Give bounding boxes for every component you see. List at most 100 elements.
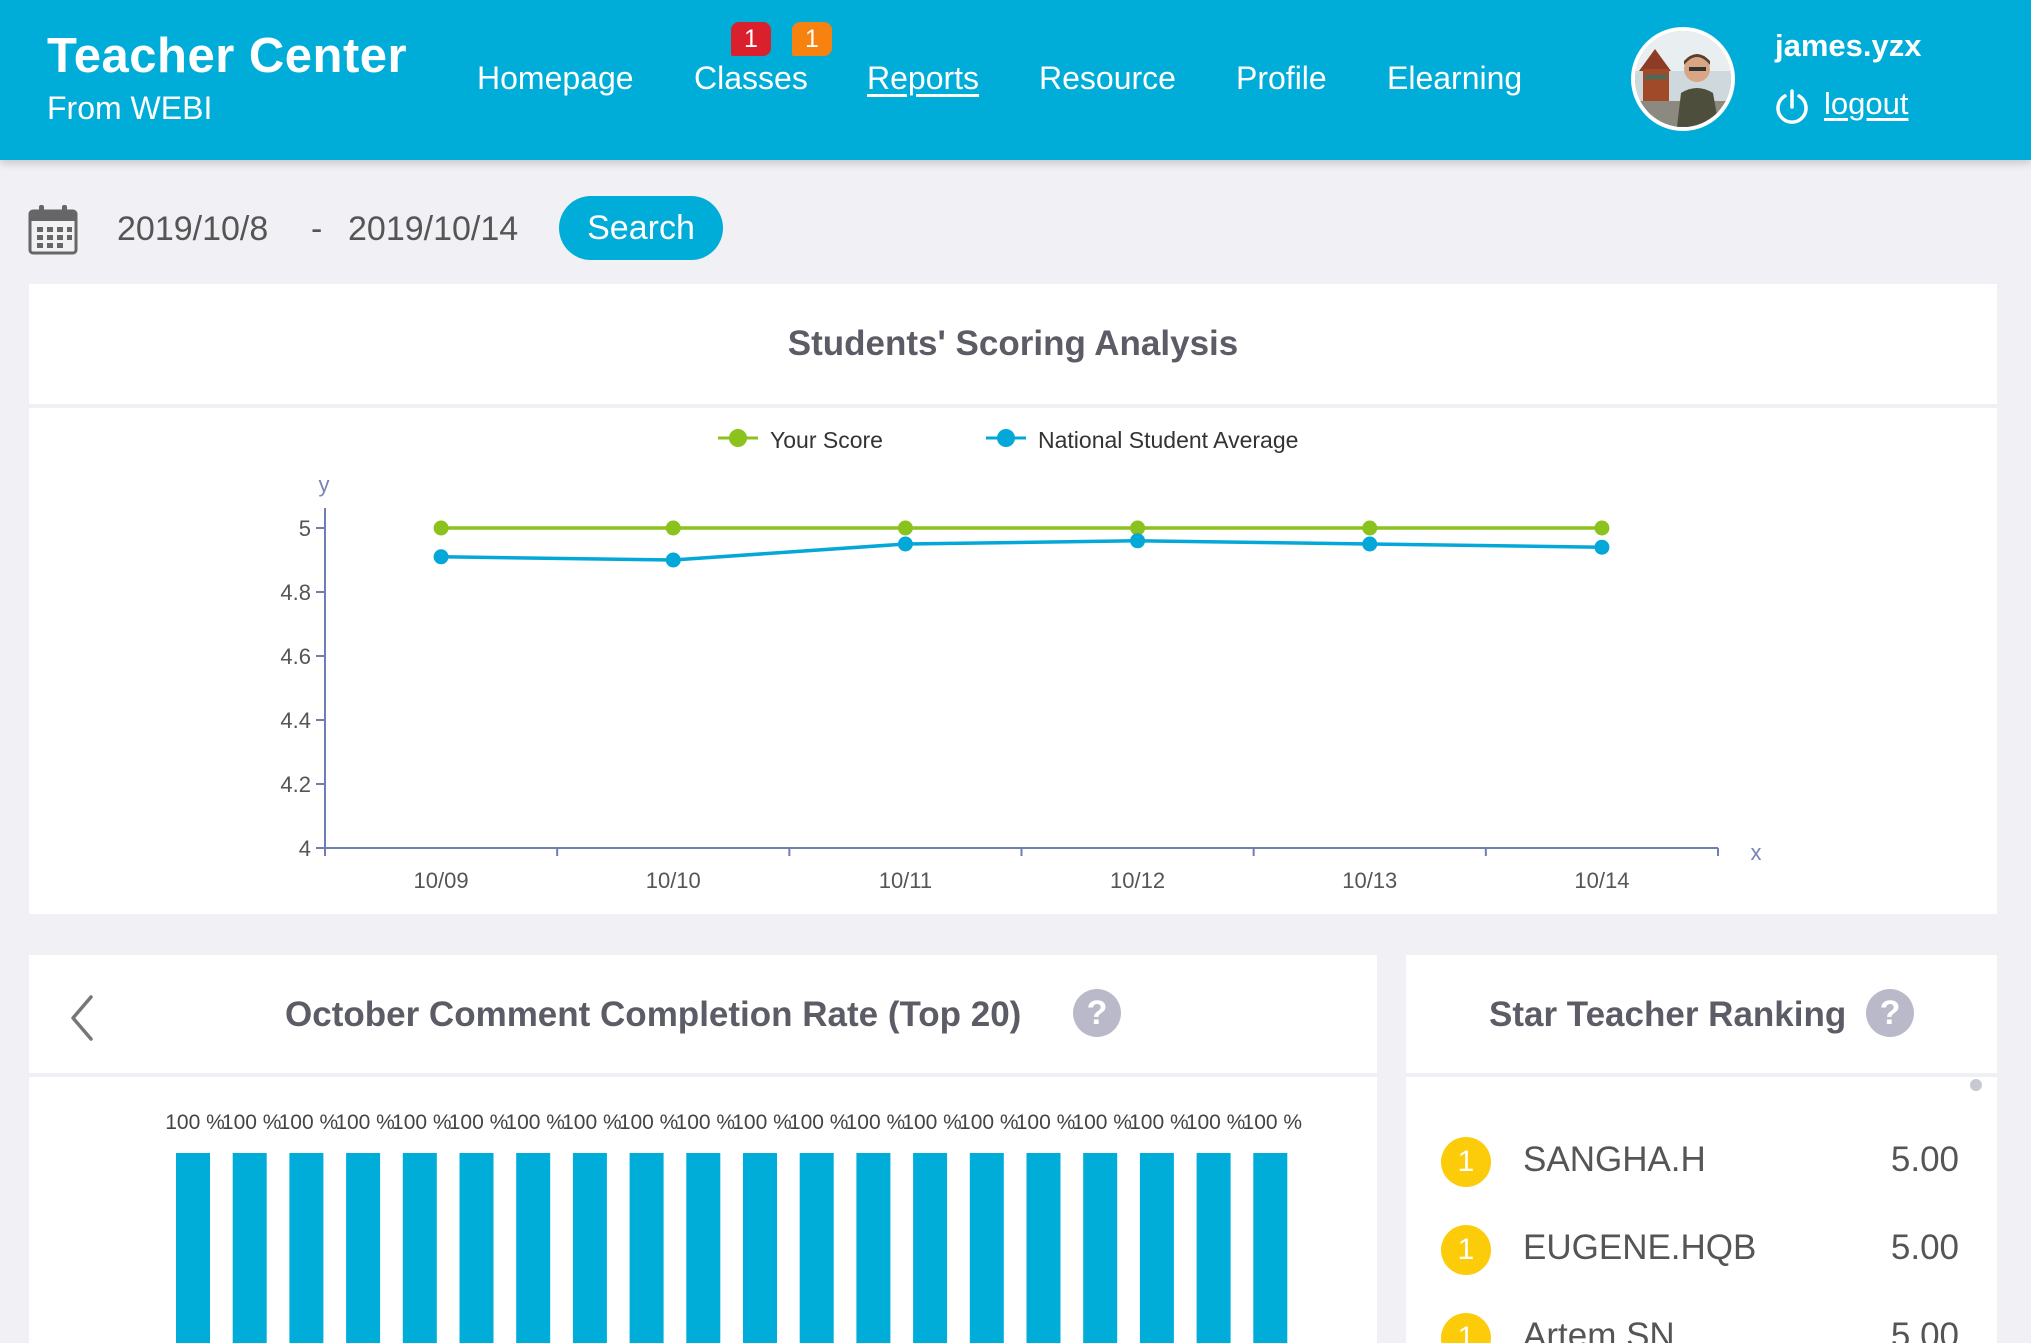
avatar-photo-icon bbox=[1635, 31, 1731, 127]
y-tick-label: 4.6 bbox=[280, 644, 311, 669]
calendar-icon[interactable] bbox=[28, 203, 78, 255]
legend-item[interactable]: Your Score bbox=[718, 427, 883, 453]
completion-bar[interactable] bbox=[402, 1153, 437, 1343]
data-point[interactable] bbox=[433, 520, 449, 536]
bar-value-label: 100 % bbox=[1243, 1111, 1303, 1134]
legend-marker bbox=[729, 429, 747, 447]
y-axis-label: y bbox=[319, 472, 330, 497]
brand-subtitle: From WEBI bbox=[47, 90, 213, 126]
bar-value-label: 100 % bbox=[335, 1111, 395, 1134]
bar-value-label: 100 % bbox=[676, 1111, 736, 1134]
x-tick-label: 10/12 bbox=[1110, 868, 1165, 893]
completion-bar-chart: 100 %100 %100 %100 %100 %100 %100 %100 %… bbox=[165, 1111, 1303, 1343]
completion-bar[interactable] bbox=[1253, 1153, 1288, 1343]
completion-bar[interactable] bbox=[743, 1153, 777, 1343]
rank-badge: 1 bbox=[1441, 1225, 1491, 1275]
bar-value-label: 100 % bbox=[392, 1111, 452, 1134]
search-button[interactable]: Search bbox=[559, 196, 723, 260]
power-icon[interactable] bbox=[1773, 88, 1811, 126]
data-point[interactable] bbox=[1130, 520, 1146, 536]
completion-bar[interactable] bbox=[629, 1153, 664, 1343]
rank-badge: 1 bbox=[1441, 1137, 1491, 1187]
x-tick-label: 10/14 bbox=[1574, 868, 1629, 893]
logout-link[interactable]: logout bbox=[1824, 86, 1909, 121]
classes-badge-red: 1 bbox=[731, 22, 771, 56]
card-divider bbox=[1406, 1073, 1997, 1077]
completion-bar[interactable] bbox=[1196, 1153, 1231, 1343]
x-axis-label: x bbox=[1751, 840, 1762, 865]
data-point[interactable] bbox=[1362, 536, 1378, 552]
completion-bar[interactable] bbox=[1083, 1153, 1118, 1343]
data-point[interactable] bbox=[1130, 533, 1146, 549]
scrollbar-indicator[interactable] bbox=[1970, 1079, 1982, 1091]
completion-bar[interactable] bbox=[1139, 1153, 1174, 1343]
bar-value-label: 100 % bbox=[222, 1111, 282, 1134]
completion-bar[interactable] bbox=[1026, 1153, 1061, 1343]
completion-bar[interactable] bbox=[289, 1153, 324, 1343]
data-point[interactable] bbox=[1594, 520, 1610, 536]
completion-bar[interactable] bbox=[516, 1153, 551, 1343]
x-tick-label: 10/10 bbox=[646, 868, 701, 893]
nav-resource[interactable]: Resource bbox=[1039, 60, 1176, 96]
nav-classes[interactable]: Classes bbox=[694, 60, 808, 96]
data-point[interactable] bbox=[1594, 539, 1610, 555]
bar-value-label: 100 % bbox=[789, 1111, 849, 1134]
completion-bar[interactable] bbox=[799, 1153, 834, 1343]
x-tick-label: 10/09 bbox=[414, 868, 469, 893]
data-point[interactable] bbox=[665, 552, 681, 568]
username: james.yzx bbox=[1775, 28, 1922, 63]
legend-item[interactable]: National Student Average bbox=[986, 427, 1298, 453]
bar-value-label: 100 % bbox=[619, 1111, 679, 1134]
bar-value-label: 100 % bbox=[1072, 1111, 1132, 1134]
scoring-card-title: Students' Scoring Analysis bbox=[787, 324, 1239, 363]
avatar[interactable] bbox=[1631, 27, 1735, 131]
data-point[interactable] bbox=[897, 536, 913, 552]
date-start-field[interactable]: 2019/10/8 bbox=[117, 210, 269, 248]
bar-value-label: 100 % bbox=[1016, 1111, 1076, 1134]
y-tick-label: 4.8 bbox=[280, 580, 311, 605]
completion-bar[interactable] bbox=[232, 1153, 267, 1343]
bar-value-label: 100 % bbox=[279, 1111, 339, 1134]
teacher-name: Artem.SN bbox=[1523, 1316, 1675, 1343]
bar-value-label: 100 % bbox=[165, 1111, 225, 1134]
bar-value-label: 100 % bbox=[732, 1111, 792, 1134]
completion-rate-card: October Comment Completion Rate (Top 20)… bbox=[29, 955, 1377, 1343]
y-tick-label: 5 bbox=[299, 516, 311, 541]
nav-elearning[interactable]: Elearning bbox=[1387, 60, 1523, 96]
data-point[interactable] bbox=[897, 520, 913, 536]
scoring-line-chart: Your Score National Student Average y x 4 4.2… bbox=[280, 427, 1762, 893]
y-tick-label: 4.2 bbox=[280, 772, 311, 797]
completion-bar[interactable] bbox=[572, 1153, 607, 1343]
bar-value-label: 100 % bbox=[959, 1111, 1019, 1134]
help-icon[interactable]: ? bbox=[1073, 989, 1121, 1037]
top-header: Teacher Center From WEBI Homepage Classe… bbox=[0, 0, 2031, 160]
x-tick-label: 10/11 bbox=[879, 868, 932, 893]
nav-reports[interactable]: Reports bbox=[867, 60, 980, 96]
completion-bar[interactable] bbox=[686, 1153, 721, 1343]
completion-bar[interactable] bbox=[969, 1153, 1004, 1343]
nav-homepage[interactable]: Homepage bbox=[477, 60, 634, 96]
completion-bar[interactable] bbox=[459, 1153, 494, 1343]
completion-bar[interactable] bbox=[856, 1153, 891, 1343]
help-icon[interactable]: ? bbox=[1866, 989, 1914, 1037]
teacher-name: SANGHA.H bbox=[1523, 1140, 1706, 1179]
bar-value-label: 100 % bbox=[505, 1111, 565, 1134]
bar-value-label: 100 % bbox=[1129, 1111, 1189, 1134]
data-point[interactable] bbox=[665, 520, 681, 536]
completion-bar[interactable] bbox=[176, 1153, 210, 1343]
nav-profile[interactable]: Profile bbox=[1236, 60, 1327, 96]
completion-bar[interactable] bbox=[913, 1153, 948, 1343]
data-point[interactable] bbox=[1362, 520, 1378, 536]
date-end-field[interactable]: 2019/10/14 bbox=[348, 210, 519, 248]
bar-value-label: 100 % bbox=[846, 1111, 906, 1134]
series-line bbox=[441, 539, 1602, 562]
teacher-score: 5.00 bbox=[1890, 1316, 1959, 1343]
card-divider bbox=[29, 1073, 1377, 1077]
completion-bar[interactable] bbox=[346, 1153, 381, 1343]
chevron-left-icon[interactable] bbox=[67, 993, 97, 1043]
card-divider bbox=[29, 404, 1997, 408]
bar-value-label: 100 % bbox=[449, 1111, 509, 1134]
data-point[interactable] bbox=[433, 549, 449, 565]
teacher-score: 5.00 bbox=[1890, 1228, 1959, 1267]
classes-badge-orange: 1 bbox=[792, 22, 832, 56]
